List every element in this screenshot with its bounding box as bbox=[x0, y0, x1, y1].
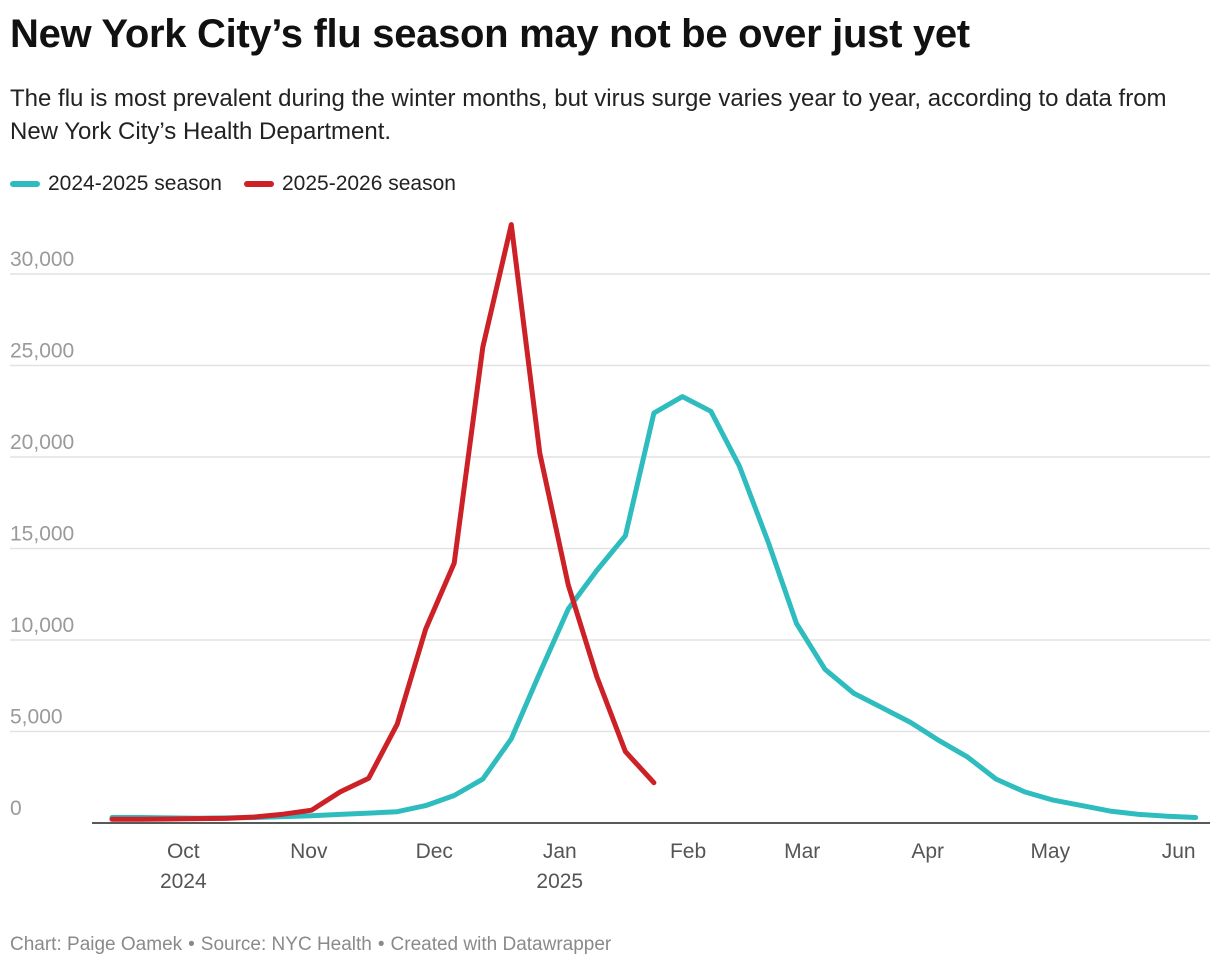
x-tick-year-label: 2025 bbox=[536, 870, 583, 893]
y-tick-label: 15,000 bbox=[10, 523, 74, 546]
y-tick-label: 0 bbox=[10, 797, 22, 820]
legend-label-2025-2026: 2025-2026 season bbox=[281, 172, 456, 195]
x-tick-label: Jan bbox=[543, 840, 577, 863]
x-tick-label: Nov bbox=[290, 840, 328, 863]
legend: 2024-2025 season 2025-2026 season bbox=[10, 172, 478, 196]
chart-credit: Chart: Paige Oamek bbox=[10, 934, 183, 955]
y-tick-label: 20,000 bbox=[10, 431, 74, 454]
y-tick-label: 5,000 bbox=[10, 706, 63, 729]
x-tick-label: Apr bbox=[911, 840, 944, 863]
source-credit: Source: NYC Health bbox=[200, 934, 372, 955]
chart-subtitle: The flu is most prevalent during the win… bbox=[10, 85, 1167, 145]
legend-swatch-2024-2025 bbox=[10, 181, 40, 187]
footer-separator: • bbox=[188, 934, 195, 955]
x-tick-label: Mar bbox=[784, 840, 820, 863]
x-tick-label: Oct bbox=[167, 840, 200, 863]
x-tick-label: May bbox=[1030, 840, 1070, 863]
footer-credits: Chart: Paige Oamek • Source: NYC Health • Cr… bbox=[10, 934, 611, 956]
legend-item-2024-2025: 2024-2025 season bbox=[10, 172, 222, 196]
y-tick-label: 25,000 bbox=[10, 340, 74, 363]
series-line-2024-2025-season bbox=[109, 394, 1199, 821]
legend-item-2025-2026: 2025-2026 season bbox=[243, 172, 456, 196]
x-tick-label: Dec bbox=[416, 840, 453, 863]
chart-title: New York City’s flu season may not be ov… bbox=[10, 12, 970, 56]
x-tick-year-label: 2024 bbox=[160, 870, 207, 893]
legend-label-2024-2025: 2024-2025 season bbox=[48, 172, 222, 195]
created-credit: Created with Datawrapper bbox=[390, 934, 612, 955]
x-tick-label: Feb bbox=[670, 840, 706, 863]
y-tick-label: 10,000 bbox=[10, 614, 74, 637]
x-tick-label: Jun bbox=[1162, 840, 1196, 863]
footer-separator: • bbox=[377, 934, 385, 955]
series-line-2025-2026-season bbox=[109, 222, 657, 822]
legend-swatch-2025-2026 bbox=[243, 181, 274, 187]
y-tick-label: 30,000 bbox=[10, 248, 74, 271]
